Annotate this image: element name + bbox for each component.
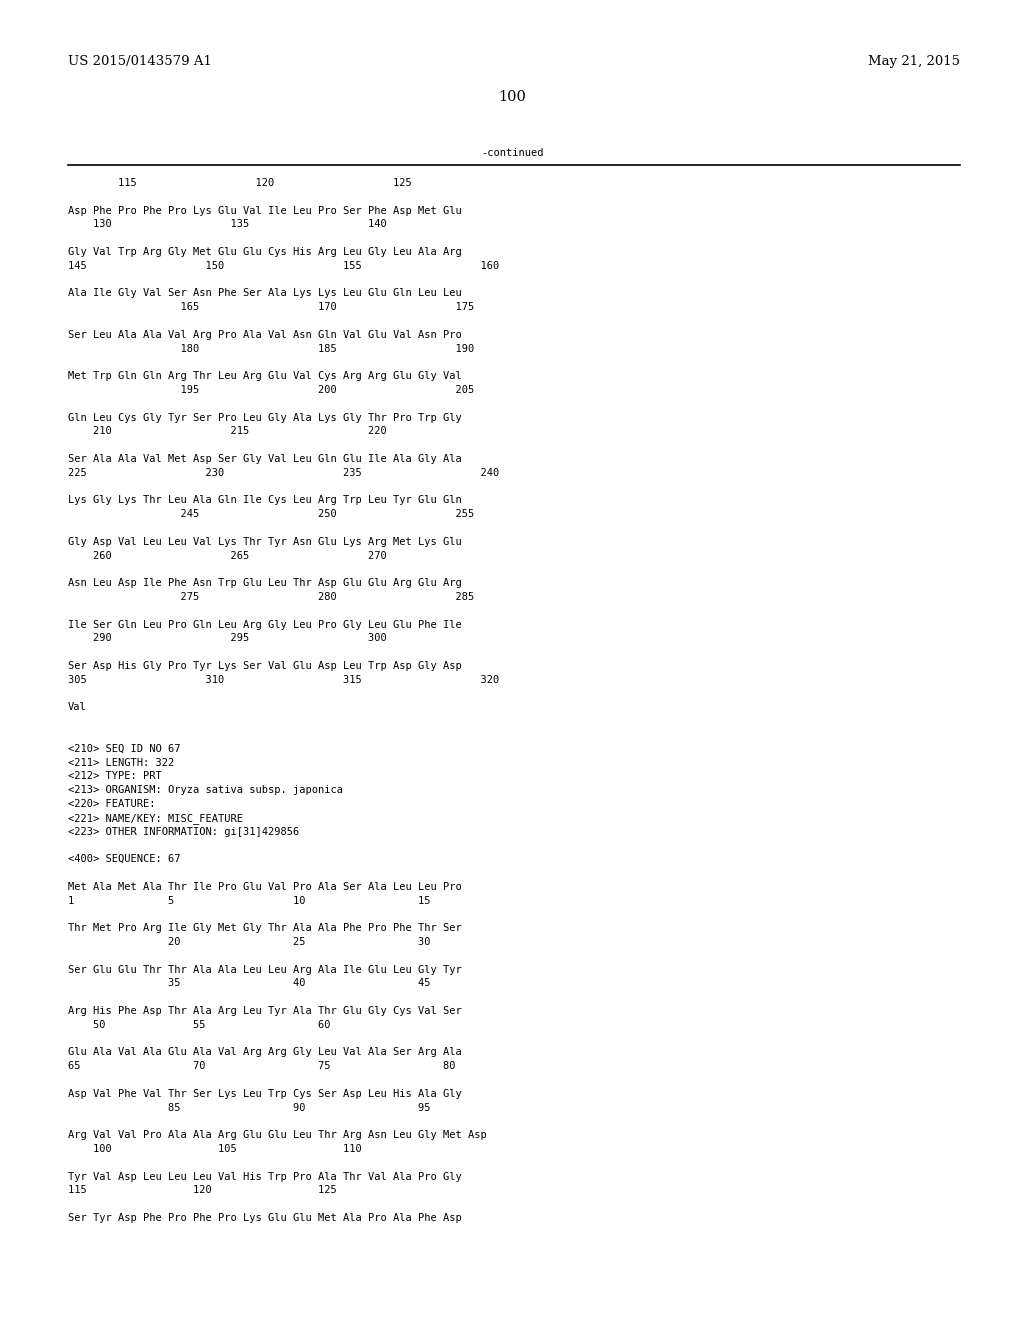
Text: 245                   250                   255: 245 250 255 — [68, 510, 474, 519]
Text: 100                 105                 110: 100 105 110 — [68, 1144, 361, 1154]
Text: Ser Tyr Asp Phe Pro Phe Pro Lys Glu Glu Met Ala Pro Ala Phe Asp: Ser Tyr Asp Phe Pro Phe Pro Lys Glu Glu … — [68, 1213, 462, 1224]
Text: Lys Gly Lys Thr Leu Ala Gln Ile Cys Leu Arg Trp Leu Tyr Glu Gln: Lys Gly Lys Thr Leu Ala Gln Ile Cys Leu … — [68, 495, 462, 506]
Text: Gly Asp Val Leu Leu Val Lys Thr Tyr Asn Glu Lys Arg Met Lys Glu: Gly Asp Val Leu Leu Val Lys Thr Tyr Asn … — [68, 537, 462, 546]
Text: <211> LENGTH: 322: <211> LENGTH: 322 — [68, 758, 174, 768]
Text: May 21, 2015: May 21, 2015 — [868, 55, 961, 69]
Text: Gly Val Trp Arg Gly Met Glu Glu Cys His Arg Leu Gly Leu Ala Arg: Gly Val Trp Arg Gly Met Glu Glu Cys His … — [68, 247, 462, 257]
Text: US 2015/0143579 A1: US 2015/0143579 A1 — [68, 55, 212, 69]
Text: 35                  40                  45: 35 40 45 — [68, 978, 430, 989]
Text: Gln Leu Cys Gly Tyr Ser Pro Leu Gly Ala Lys Gly Thr Pro Trp Gly: Gln Leu Cys Gly Tyr Ser Pro Leu Gly Ala … — [68, 413, 462, 422]
Text: <213> ORGANISM: Oryza sativa subsp. japonica: <213> ORGANISM: Oryza sativa subsp. japo… — [68, 785, 343, 795]
Text: <400> SEQUENCE: 67: <400> SEQUENCE: 67 — [68, 854, 180, 865]
Text: 180                   185                   190: 180 185 190 — [68, 343, 474, 354]
Text: <210> SEQ ID NO 67: <210> SEQ ID NO 67 — [68, 743, 180, 754]
Text: 115                 120                 125: 115 120 125 — [68, 1185, 337, 1196]
Text: Ala Ile Gly Val Ser Asn Phe Ser Ala Lys Lys Leu Glu Gln Leu Leu: Ala Ile Gly Val Ser Asn Phe Ser Ala Lys … — [68, 288, 462, 298]
Text: Thr Met Pro Arg Ile Gly Met Gly Thr Ala Ala Phe Pro Phe Thr Ser: Thr Met Pro Arg Ile Gly Met Gly Thr Ala … — [68, 923, 462, 933]
Text: -continued: -continued — [480, 148, 544, 158]
Text: 130                   135                   140: 130 135 140 — [68, 219, 387, 230]
Text: <212> TYPE: PRT: <212> TYPE: PRT — [68, 771, 162, 781]
Text: Asp Val Phe Val Thr Ser Lys Leu Trp Cys Ser Asp Leu His Ala Gly: Asp Val Phe Val Thr Ser Lys Leu Trp Cys … — [68, 1089, 462, 1098]
Text: 210                   215                   220: 210 215 220 — [68, 426, 387, 437]
Text: 195                   200                   205: 195 200 205 — [68, 385, 474, 395]
Text: 100: 100 — [498, 90, 526, 104]
Text: Ser Glu Glu Thr Thr Ala Ala Leu Leu Arg Ala Ile Glu Leu Gly Tyr: Ser Glu Glu Thr Thr Ala Ala Leu Leu Arg … — [68, 965, 462, 974]
Text: 225                   230                   235                   240: 225 230 235 240 — [68, 467, 500, 478]
Text: Met Trp Gln Gln Arg Thr Leu Arg Glu Val Cys Arg Arg Glu Gly Val: Met Trp Gln Gln Arg Thr Leu Arg Glu Val … — [68, 371, 462, 381]
Text: Val: Val — [68, 702, 87, 713]
Text: <223> OTHER INFORMATION: gi[31]429856: <223> OTHER INFORMATION: gi[31]429856 — [68, 826, 299, 837]
Text: Ile Ser Gln Leu Pro Gln Leu Arg Gly Leu Pro Gly Leu Glu Phe Ile: Ile Ser Gln Leu Pro Gln Leu Arg Gly Leu … — [68, 619, 462, 630]
Text: 50              55                  60: 50 55 60 — [68, 1020, 331, 1030]
Text: 145                   150                   155                   160: 145 150 155 160 — [68, 261, 500, 271]
Text: Met Ala Met Ala Thr Ile Pro Glu Val Pro Ala Ser Ala Leu Leu Pro: Met Ala Met Ala Thr Ile Pro Glu Val Pro … — [68, 882, 462, 892]
Text: 1               5                   10                  15: 1 5 10 15 — [68, 895, 430, 906]
Text: Tyr Val Asp Leu Leu Leu Val His Trp Pro Ala Thr Val Ala Pro Gly: Tyr Val Asp Leu Leu Leu Val His Trp Pro … — [68, 1172, 462, 1181]
Text: 20                  25                  30: 20 25 30 — [68, 937, 430, 946]
Text: 115                   120                   125: 115 120 125 — [68, 178, 412, 187]
Text: Ser Leu Ala Ala Val Arg Pro Ala Val Asn Gln Val Glu Val Asn Pro: Ser Leu Ala Ala Val Arg Pro Ala Val Asn … — [68, 330, 462, 339]
Text: Glu Ala Val Ala Glu Ala Val Arg Arg Gly Leu Val Ala Ser Arg Ala: Glu Ala Val Ala Glu Ala Val Arg Arg Gly … — [68, 1047, 462, 1057]
Text: 305                   310                   315                   320: 305 310 315 320 — [68, 675, 500, 685]
Text: Arg Val Val Pro Ala Ala Arg Glu Glu Leu Thr Arg Asn Leu Gly Met Asp: Arg Val Val Pro Ala Ala Arg Glu Glu Leu … — [68, 1130, 486, 1140]
Text: 275                   280                   285: 275 280 285 — [68, 591, 474, 602]
Text: Asp Phe Pro Phe Pro Lys Glu Val Ile Leu Pro Ser Phe Asp Met Glu: Asp Phe Pro Phe Pro Lys Glu Val Ile Leu … — [68, 206, 462, 215]
Text: <220> FEATURE:: <220> FEATURE: — [68, 799, 156, 809]
Text: 260                   265                   270: 260 265 270 — [68, 550, 387, 561]
Text: Ser Asp His Gly Pro Tyr Lys Ser Val Glu Asp Leu Trp Asp Gly Asp: Ser Asp His Gly Pro Tyr Lys Ser Val Glu … — [68, 661, 462, 671]
Text: 290                   295                   300: 290 295 300 — [68, 634, 387, 643]
Text: Ser Ala Ala Val Met Asp Ser Gly Val Leu Gln Glu Ile Ala Gly Ala: Ser Ala Ala Val Met Asp Ser Gly Val Leu … — [68, 454, 462, 465]
Text: 165                   170                   175: 165 170 175 — [68, 302, 474, 313]
Text: Arg His Phe Asp Thr Ala Arg Leu Tyr Ala Thr Glu Gly Cys Val Ser: Arg His Phe Asp Thr Ala Arg Leu Tyr Ala … — [68, 1006, 462, 1016]
Text: 65                  70                  75                  80: 65 70 75 80 — [68, 1061, 456, 1072]
Text: Asn Leu Asp Ile Phe Asn Trp Glu Leu Thr Asp Glu Glu Arg Glu Arg: Asn Leu Asp Ile Phe Asn Trp Glu Leu Thr … — [68, 578, 462, 589]
Text: 85                  90                  95: 85 90 95 — [68, 1102, 430, 1113]
Text: <221> NAME/KEY: MISC_FEATURE: <221> NAME/KEY: MISC_FEATURE — [68, 813, 243, 824]
